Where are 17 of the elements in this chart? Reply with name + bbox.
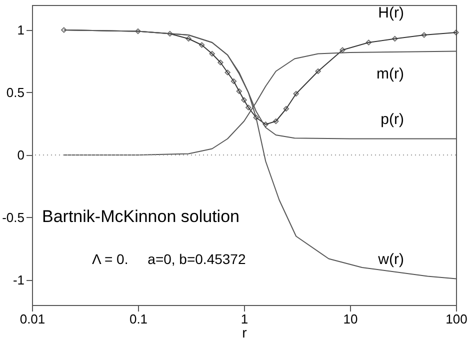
series-label: p(r): [380, 110, 404, 128]
x-tick-label: 0.01: [20, 312, 46, 326]
x-tick-label: 100: [446, 312, 468, 326]
annotation: Λ = 0. a=0, b=0.45372: [92, 251, 246, 267]
y-tick-label: 0.5: [6, 85, 24, 100]
y-tick-label: -1: [12, 272, 24, 288]
x-tick-label: 1: [240, 312, 248, 326]
y-tick-label: 0: [17, 148, 24, 162]
annotation: Bartnik-McKinnon solution: [42, 207, 240, 226]
x-tick-label: 10: [343, 312, 358, 326]
series-label: w(r): [377, 250, 404, 268]
series-label: H(r): [378, 4, 404, 22]
x-tick-label: 0.1: [129, 312, 148, 326]
x-axis-title: r: [242, 324, 248, 338]
y-tick-label: 1: [17, 22, 24, 38]
y-tick-label: -0.5: [2, 210, 24, 225]
series-label: m(r): [376, 65, 404, 82]
